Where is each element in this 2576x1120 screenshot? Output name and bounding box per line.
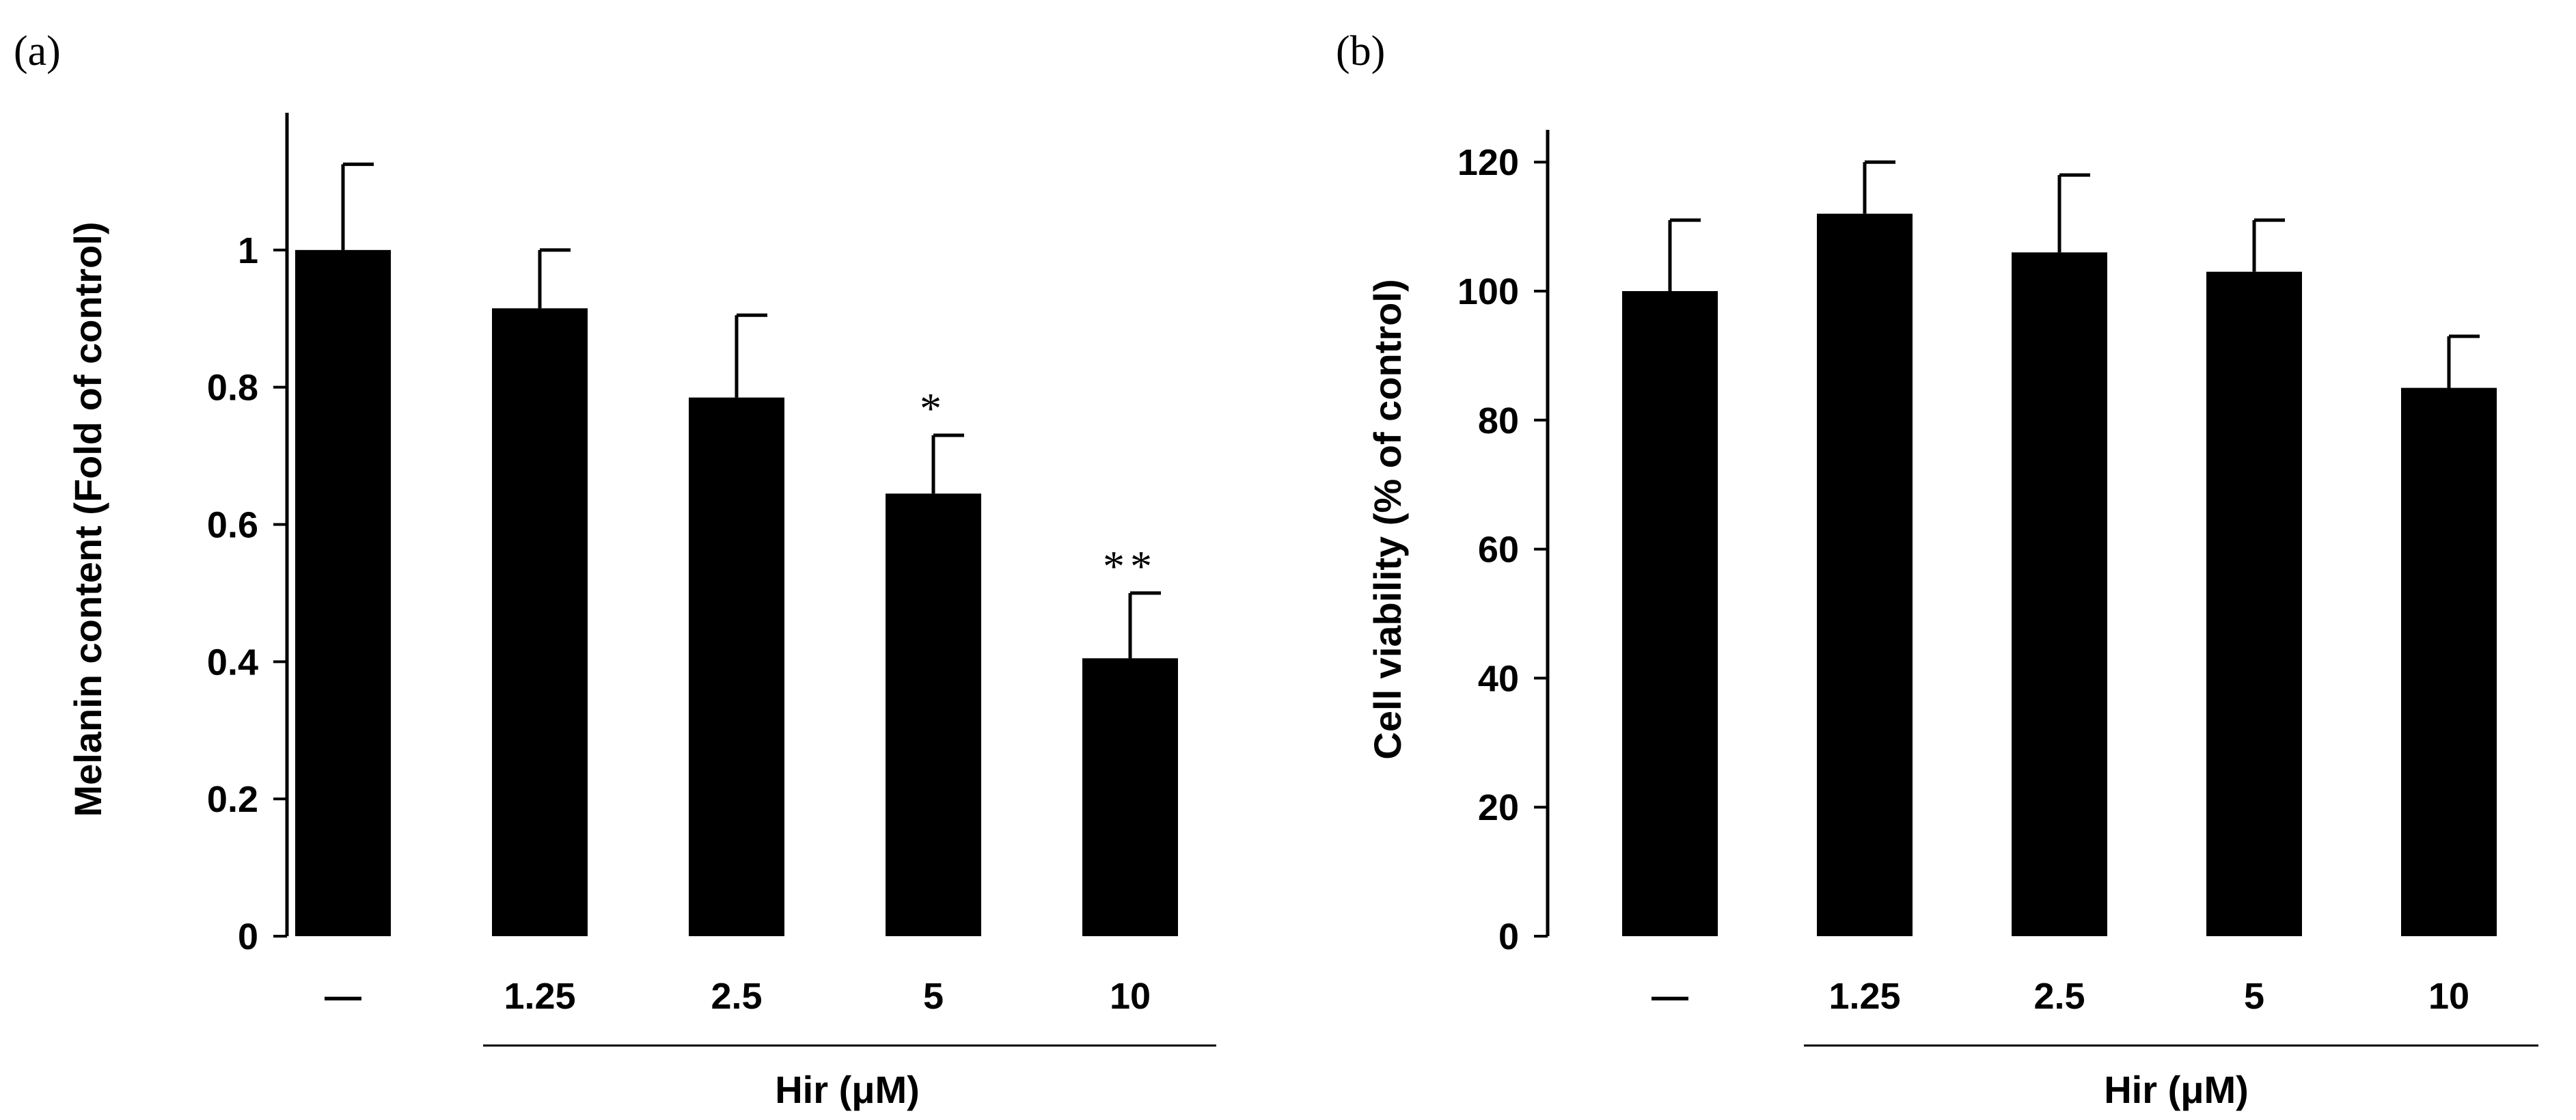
category-label: 5 — [2244, 976, 2264, 1017]
y-axis-title: Melanin content (Fold of control) — [66, 221, 109, 817]
panel-label: (a) — [14, 28, 61, 74]
panel-a: (a) 0 0.2 0.4 0.6 0.8 1 Melanin content (Fold o… — [14, 28, 1216, 1111]
y-tick-label: 120 — [1457, 142, 1519, 183]
category-label: — — [325, 976, 361, 1017]
panel-label: (b) — [1336, 28, 1385, 74]
category-label: 2.5 — [2033, 976, 2085, 1017]
y-tick-label: 80 — [1478, 400, 1519, 441]
category-label: 5 — [923, 976, 944, 1017]
category-label: 1.25 — [504, 976, 575, 1017]
y-tick-label: 0.4 — [207, 642, 258, 683]
bar — [492, 308, 588, 936]
y-tick-label: 40 — [1478, 658, 1519, 699]
y-tick-label: 100 — [1457, 271, 1519, 312]
y-tick-label: 20 — [1478, 787, 1519, 828]
bar — [1082, 658, 1178, 936]
y-tick-label: 0 — [238, 916, 258, 957]
bar — [2206, 271, 2302, 936]
y-tick-label: 1 — [238, 230, 258, 271]
significance-mark: * — [920, 384, 947, 433]
y-tick-label: 60 — [1478, 530, 1519, 571]
category-label: 10 — [2428, 976, 2469, 1017]
category-label: 10 — [1110, 976, 1151, 1017]
bar — [886, 493, 981, 936]
bar — [1622, 291, 1718, 936]
group-label: Hir (μM) — [2104, 1068, 2249, 1111]
bar — [689, 397, 784, 936]
y-axis-title: Cell viability (% of control) — [1366, 279, 1409, 759]
significance-mark: ** — [1103, 542, 1157, 590]
bar — [2401, 387, 2497, 936]
bar — [2012, 252, 2107, 936]
y-tick-label: 0 — [1498, 916, 1519, 957]
bar — [1817, 213, 1913, 937]
category-label: 2.5 — [711, 976, 762, 1017]
group-label: Hir (μM) — [775, 1068, 920, 1111]
panel-b: (b) 0 20 40 60 80 100 120 Cell viability (% of c… — [1336, 28, 2538, 1111]
bar — [295, 249, 391, 936]
y-tick-label: 0.8 — [207, 368, 258, 409]
y-tick-label: 0.2 — [207, 779, 258, 820]
category-label: 1.25 — [1828, 976, 1900, 1017]
y-tick-label: 0.6 — [207, 505, 258, 546]
category-label: — — [1652, 976, 1688, 1017]
